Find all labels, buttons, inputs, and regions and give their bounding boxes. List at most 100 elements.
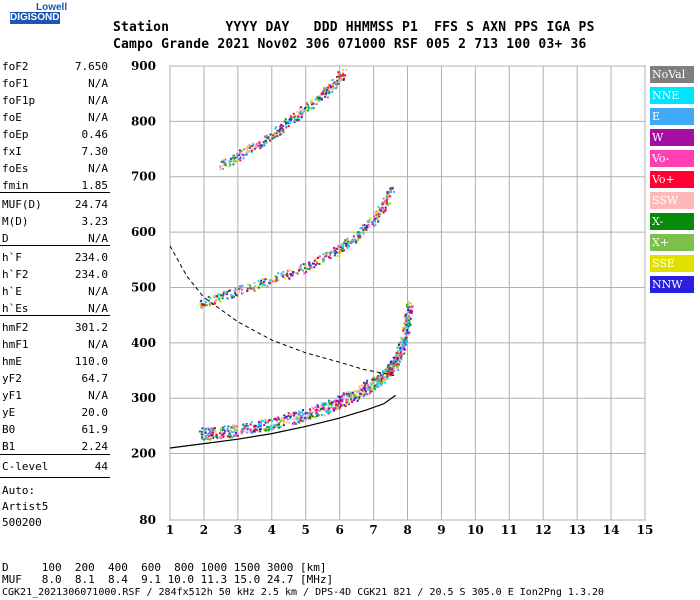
echo-point (288, 422, 291, 424)
echo-point (381, 376, 384, 379)
echo-point (201, 427, 204, 430)
echo-point (212, 301, 215, 304)
echo-point (319, 404, 322, 407)
echo-point (341, 250, 344, 252)
echo-point (296, 272, 299, 275)
echo-point (400, 338, 403, 341)
echo-point (257, 280, 260, 282)
echo-point (365, 224, 368, 227)
echo-point (401, 342, 404, 344)
echo-point (215, 295, 218, 298)
echo-point (286, 272, 289, 275)
echo-point (280, 274, 283, 277)
echo-point (251, 145, 254, 147)
echo-point (293, 116, 296, 119)
echo-point (263, 424, 266, 427)
echo-point (240, 150, 243, 152)
echo-point (355, 241, 358, 244)
echo-point (210, 436, 213, 439)
echo-point (274, 136, 277, 139)
echo-point (289, 122, 292, 125)
echo-point (277, 279, 280, 282)
echo-point (323, 87, 326, 90)
legend-item: X+ (650, 234, 694, 251)
echo-point (390, 370, 393, 373)
echo-point (381, 382, 384, 385)
echo-point (351, 391, 354, 394)
echo-point (340, 399, 343, 402)
echo-point (299, 108, 302, 110)
echo-point (404, 313, 407, 316)
echo-point (218, 297, 221, 300)
echo-point (300, 416, 303, 419)
param-value: N/A (88, 389, 108, 402)
echo-point (255, 145, 258, 148)
echo-point (261, 285, 263, 288)
echo-point (297, 416, 300, 419)
echo-point (229, 164, 232, 167)
echo-point (226, 290, 229, 293)
echo-point (302, 263, 305, 266)
echo-point (379, 381, 382, 384)
echo-point (273, 424, 276, 426)
echo-point (235, 159, 238, 161)
echo-point (267, 421, 269, 424)
echo-point (359, 231, 362, 234)
param-row: foF1 N/A (2, 77, 108, 91)
x-tick-label: 1 (166, 523, 174, 537)
echo-point (304, 418, 307, 420)
echo-point (335, 400, 338, 402)
echo-point (204, 437, 207, 440)
echo-point (402, 339, 405, 342)
echo-point (399, 352, 402, 355)
echo-point (382, 376, 385, 379)
echo-point (409, 309, 411, 312)
echo-point (339, 400, 342, 403)
echo-point (206, 304, 208, 307)
echo-point (306, 267, 309, 270)
legend-item: W (650, 129, 694, 146)
echo-point (262, 143, 265, 146)
echo-point (231, 431, 234, 434)
echo-point (293, 412, 296, 415)
echo-point (336, 79, 339, 82)
echo-point (243, 425, 246, 428)
echo-point (327, 406, 330, 409)
echo-point (407, 317, 410, 320)
echo-point (260, 279, 263, 282)
param-value: N/A (88, 111, 108, 124)
echo-point (368, 387, 371, 390)
echo-point (406, 317, 409, 320)
echo-point (377, 375, 380, 377)
echo-point (370, 221, 373, 224)
echo-point (213, 294, 216, 297)
echo-point (317, 256, 320, 259)
echo-point (372, 378, 375, 381)
echo-point (357, 390, 360, 393)
echo-point (383, 381, 386, 384)
echo-point (308, 263, 311, 266)
echo-point (350, 394, 353, 397)
echo-point (390, 371, 393, 374)
echo-point (385, 378, 388, 381)
echo-point (215, 299, 217, 302)
echo-point (281, 423, 284, 426)
echo-point (229, 433, 232, 436)
echo-point (251, 429, 254, 432)
echo-point (312, 107, 315, 110)
echo-point (275, 279, 278, 282)
echo-point (337, 82, 340, 85)
echo-point (345, 403, 347, 406)
echo-point (328, 83, 331, 86)
echo-point (364, 226, 367, 229)
echo-point (240, 152, 243, 155)
echo-point (409, 307, 412, 310)
echo-point (308, 414, 311, 416)
echo-point (330, 250, 333, 253)
echo-point (308, 261, 311, 264)
echo-point (238, 149, 241, 152)
echo-point (398, 360, 401, 363)
echo-point (323, 256, 326, 258)
echo-point (283, 417, 286, 420)
echo-point (295, 418, 298, 421)
